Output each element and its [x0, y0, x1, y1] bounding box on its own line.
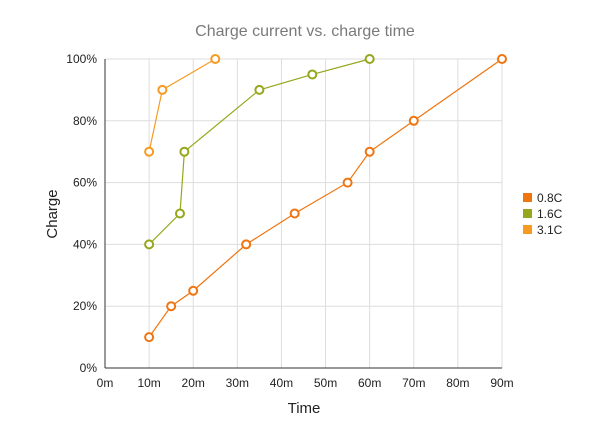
series-line: [148, 58, 216, 152]
x-tick-label: 0m: [97, 376, 114, 390]
y-tick-label: 100%: [66, 52, 97, 66]
data-point[interactable]: [408, 115, 419, 126]
data-point[interactable]: [364, 146, 375, 157]
grid: [105, 58, 503, 368]
legend-swatch: [523, 209, 532, 218]
x-tick-label: 30m: [226, 376, 249, 390]
data-point[interactable]: [166, 301, 177, 312]
x-tick-label: 90m: [490, 376, 513, 390]
data-point[interactable]: [254, 84, 265, 95]
data-point[interactable]: [144, 332, 155, 343]
x-tick-label: 50m: [314, 376, 337, 390]
y-tick-label: 0%: [80, 361, 98, 375]
x-tick-label: 40m: [270, 376, 293, 390]
data-point[interactable]: [144, 146, 155, 157]
data-point[interactable]: [188, 285, 199, 296]
series-1-6C: [144, 54, 375, 250]
x-tick-label: 10m: [137, 376, 160, 390]
data-point[interactable]: [179, 146, 190, 157]
series-0-8C: [144, 54, 507, 343]
data-point[interactable]: [174, 208, 185, 219]
y-tick-label: 60%: [73, 176, 97, 190]
y-tick-label: 20%: [73, 299, 97, 313]
legend-item[interactable]: 3.1C: [523, 223, 563, 237]
legend-item[interactable]: 1.6C: [523, 207, 563, 221]
data-point[interactable]: [157, 84, 168, 95]
y-tick-label: 80%: [73, 114, 97, 128]
data-point[interactable]: [342, 177, 353, 188]
legend-label: 3.1C: [537, 223, 563, 237]
x-tick-label: 80m: [446, 376, 469, 390]
x-tick-label: 60m: [358, 376, 381, 390]
data-point[interactable]: [241, 239, 252, 250]
x-tick-label: 20m: [182, 376, 205, 390]
legend-label: 0.8C: [537, 191, 563, 205]
legend-label: 1.6C: [537, 207, 563, 221]
data-point[interactable]: [364, 54, 375, 64]
tick-labels: 0m 10m 20m 30m 40m 50m 60m 70m 80m 90m 0% 20% 40% 60%…: [66, 52, 513, 390]
series-3-1C: [144, 54, 221, 157]
data-point[interactable]: [210, 54, 221, 64]
axes: [104, 59, 502, 369]
legend-item[interactable]: 0.8C: [523, 191, 563, 205]
legend-swatch: [523, 225, 532, 234]
legend-swatch: [523, 193, 532, 202]
x-axis-title: Time: [288, 400, 321, 417]
data-point[interactable]: [144, 239, 155, 250]
y-axis-title: Charge: [44, 189, 61, 238]
x-tick-label: 70m: [402, 376, 425, 390]
chart-title: Charge current vs. charge time: [195, 23, 415, 40]
legend: 0.8C 1.6C 3.1C: [523, 191, 563, 237]
series: [144, 54, 507, 343]
data-point[interactable]: [307, 69, 318, 80]
data-point[interactable]: [497, 54, 507, 64]
y-tick-label: 40%: [73, 237, 97, 251]
series-line: [148, 58, 370, 245]
data-point[interactable]: [289, 208, 300, 219]
